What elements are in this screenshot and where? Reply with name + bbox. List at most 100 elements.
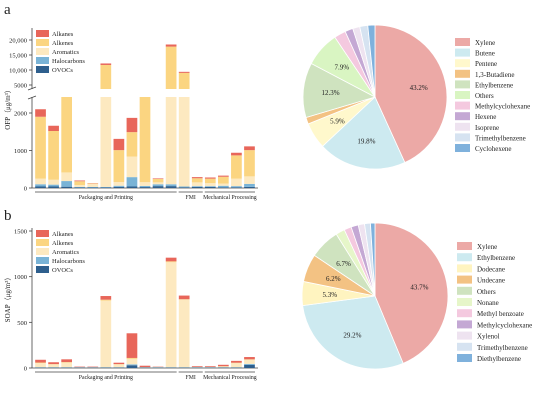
pie-value-label: 6.2% <box>326 275 341 283</box>
bar-segment-alkanes <box>113 138 125 151</box>
bar-segment-aromatics <box>113 364 125 368</box>
bar-segment-aromatics <box>139 182 151 186</box>
legend-label: Pentene <box>475 60 497 68</box>
legend-swatch <box>455 144 470 152</box>
y-tick-label: 2000 <box>14 111 27 118</box>
legend-swatch <box>455 133 470 142</box>
legend-swatch <box>455 59 470 68</box>
legend-label: Xylene <box>475 39 495 47</box>
bar-segment-halocarbons <box>165 184 177 187</box>
y-tick-label: 15,000 <box>9 53 27 60</box>
bar-segment-ovocs <box>165 186 177 188</box>
bar-segment-alkanes <box>217 175 229 177</box>
pie-slice <box>374 222 449 364</box>
bar-segment-alkanes <box>244 146 255 151</box>
pie-value-label: 6.7% <box>336 260 351 268</box>
bar-segment-aromatics <box>87 183 99 187</box>
legend-swatch <box>455 112 470 121</box>
bar-segment-ovocs <box>126 186 138 188</box>
legend-label: Ethylbenzene <box>475 81 513 89</box>
axis-break-gap <box>31 89 259 97</box>
legend-label: Alkanes <box>52 31 74 38</box>
bar-segment-ovocs <box>217 187 229 188</box>
pie-value-label: 19.8% <box>357 137 375 145</box>
pie-value-label: 5.9% <box>330 118 345 126</box>
bar-segment-alkanes <box>100 63 112 65</box>
legend-label: Others <box>475 92 494 100</box>
legend-label: Methylcyclohexane <box>477 321 532 329</box>
bar-segment-alkanes <box>165 257 177 262</box>
bar-segment-alkanes <box>178 71 190 73</box>
legend-label: Trimethylbenzene <box>475 134 526 142</box>
bar-segment-alkenes <box>231 155 242 179</box>
y-tick-label: 1000 <box>14 274 27 281</box>
panel-label-a: a <box>4 2 11 18</box>
bar-segment-alkenes <box>217 176 229 184</box>
bar-segment-ovocs <box>244 364 255 368</box>
bar-segment-halocarbons <box>100 186 112 188</box>
bar-segment-alkenes <box>100 299 112 301</box>
bar-segment-aromatics <box>231 363 242 368</box>
bar-segment-ovocs <box>74 187 86 188</box>
bar-segment-alkanes <box>191 177 203 179</box>
legend-swatch <box>457 354 472 362</box>
legend-label: OVOCs <box>52 267 73 274</box>
bar-segment-halocarbons <box>48 184 59 187</box>
bar-segment-alkenes <box>165 261 177 263</box>
bar-segment-aromatics <box>61 362 73 368</box>
bar-segment-aromatics <box>244 359 255 364</box>
legend-swatch <box>36 30 49 37</box>
group-label: Packaging and Printing <box>79 195 133 201</box>
bar-segment-halocarbons <box>74 186 86 188</box>
legend-label: Halocarbons <box>52 58 85 65</box>
legend-swatch <box>457 242 472 250</box>
bar-segment-aromatics <box>61 172 73 182</box>
bar-segment-ovocs <box>178 187 190 188</box>
legend-label: Halocarbons <box>52 258 85 265</box>
panel-label-b: b <box>4 208 12 224</box>
legend-swatch <box>457 286 472 295</box>
legend-swatch <box>455 91 470 99</box>
legend-label: Trimethylbenzene <box>477 344 528 352</box>
bar-segment-halocarbons <box>139 185 151 188</box>
legend-label: Butene <box>475 50 495 58</box>
bar-segment-alkanes <box>204 177 216 179</box>
bar-segment-alkenes <box>165 46 177 91</box>
legend-label: Alkenes <box>52 240 74 247</box>
bar-segment-ovocs <box>126 365 138 368</box>
legend-swatch <box>455 101 470 110</box>
legend-swatch <box>455 69 470 78</box>
bar-segment-alkenes <box>100 64 112 95</box>
y-tick-label: 5000 <box>14 83 27 90</box>
bar-segment-alkenes <box>48 131 59 180</box>
legend-swatch <box>457 253 472 262</box>
legend-swatch <box>457 342 472 351</box>
legend-label: Methylcyclohexane <box>475 103 530 111</box>
legend-swatch <box>457 264 472 273</box>
legend-swatch <box>36 66 49 73</box>
bar-segment-aromatics <box>244 176 255 184</box>
y-tick-label: 500 <box>17 320 27 327</box>
bar-segment-alkanes <box>61 359 73 363</box>
y-tick-label: 1000 <box>14 148 27 155</box>
legend-swatch <box>36 239 49 246</box>
bar-segment-alkanes <box>126 117 138 133</box>
bar-segment-aromatics <box>231 178 242 187</box>
bar-segment-alkenes <box>178 72 190 94</box>
legend-label: Cyclohexene <box>475 145 512 153</box>
group-label: Mechanical Processing <box>203 375 257 381</box>
bar-segment-aromatics <box>48 364 59 368</box>
bar-segment-ovocs <box>35 186 46 188</box>
legend-swatch <box>457 331 472 340</box>
legend-swatch <box>36 230 49 237</box>
bar-segment-alkanes <box>217 364 229 367</box>
legend-label: Xylenol <box>477 333 500 341</box>
pie-slice <box>369 222 376 297</box>
bar-segment-halocarbons <box>61 181 73 187</box>
bar-segment-alkanes <box>204 366 216 367</box>
legend-label: Aromatics <box>52 49 80 56</box>
bar-segment-halocarbons <box>126 364 138 366</box>
pie-value-label: 5.3% <box>322 291 337 299</box>
group-label: Packaging and Printing <box>79 375 133 381</box>
